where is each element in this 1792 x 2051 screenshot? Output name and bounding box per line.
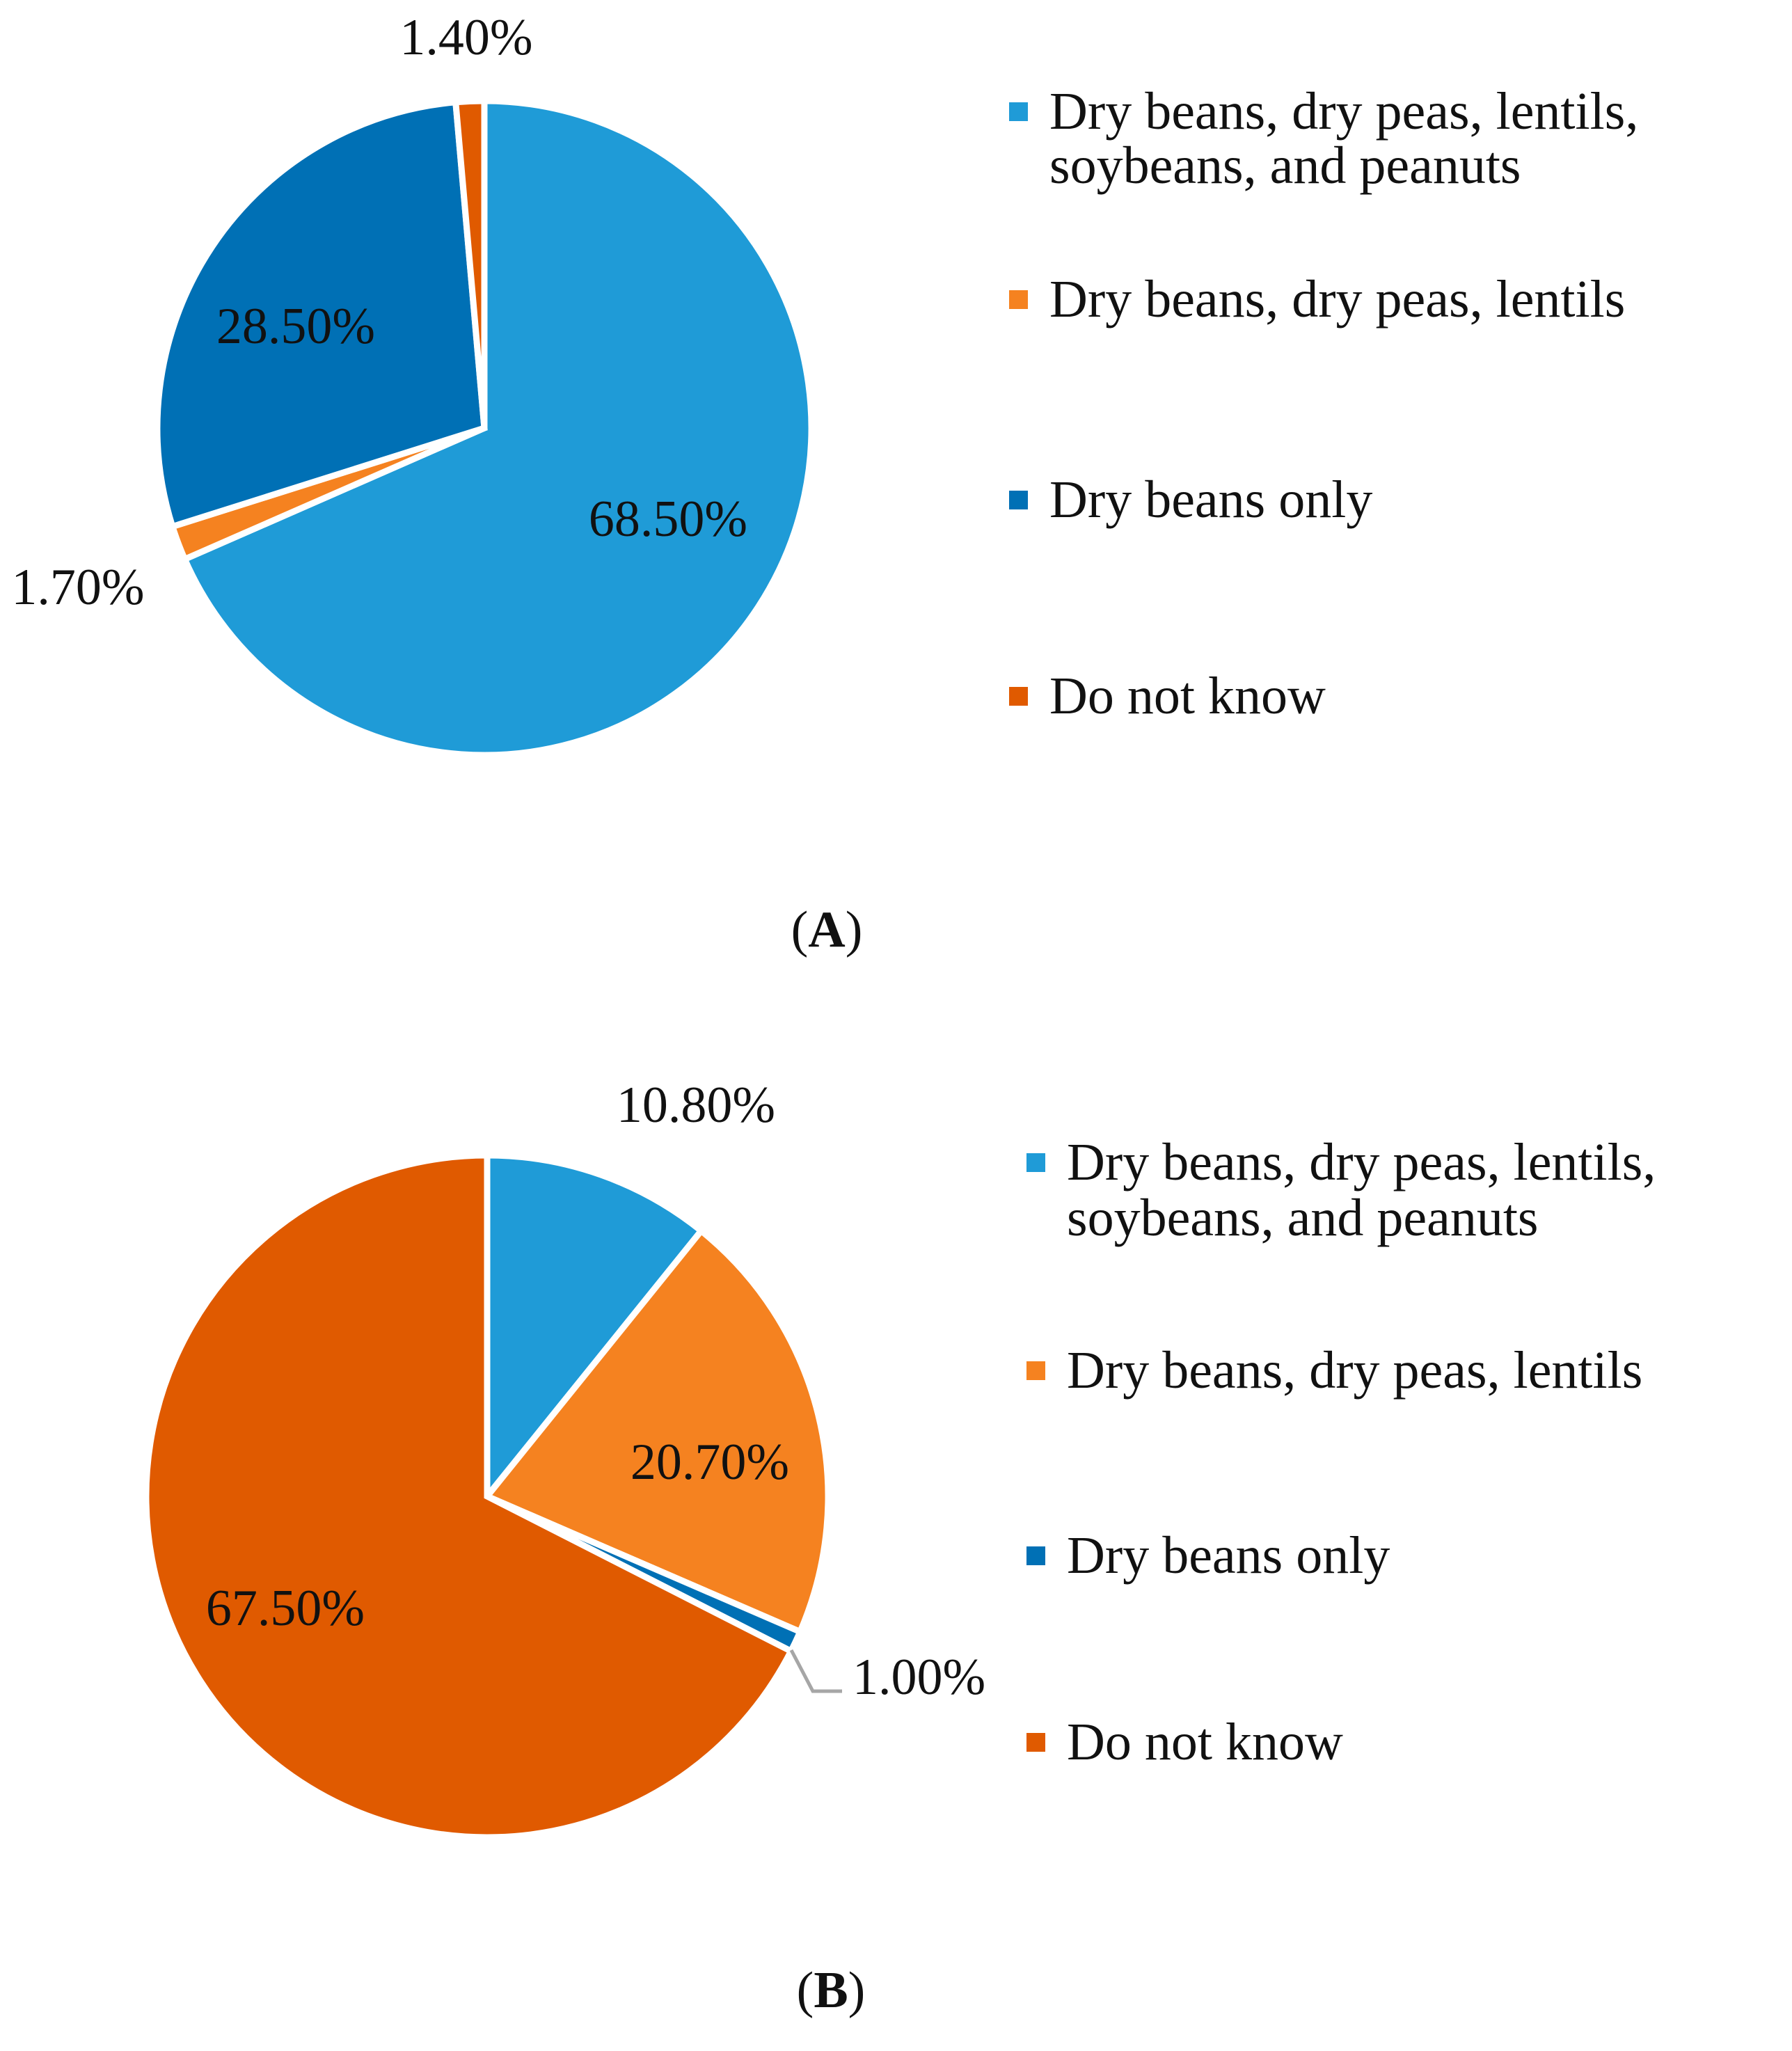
legend-label-b-1-line-2: soybeans, and peanuts <box>1067 1189 1539 1247</box>
data-label-a-3: 28.50% <box>216 298 375 355</box>
legend-b: Dry beans, dry peas, lentils,soybeans, a… <box>1026 1133 1656 1771</box>
legend-label-b-4: Do not know <box>1067 1713 1343 1771</box>
panel-label-b: (B) <box>797 1962 866 2019</box>
legend-label-a-4: Do not know <box>1049 667 1326 725</box>
legend-label-a-3: Dry beans only <box>1049 470 1372 529</box>
legend-swatch-b-4 <box>1026 1733 1045 1752</box>
pie-chart-a: 68.50% 1.70% 28.50% 1.40% <box>11 9 815 759</box>
data-label-a-2: 1.70% <box>11 559 144 616</box>
panel-label-a: (A) <box>791 901 863 958</box>
pie-slice-a-3 <box>154 98 488 531</box>
legend-swatch-a-2 <box>1009 290 1028 309</box>
legend-swatch-b-3 <box>1026 1546 1045 1565</box>
legend-label-a-1-line-1: Dry beans, dry peas, lentils, <box>1049 82 1638 141</box>
data-label-b-2: 20.70% <box>631 1434 789 1491</box>
legend-label-a-2: Dry beans, dry peas, lentils <box>1049 270 1625 328</box>
legend-a: Dry beans, dry peas, lentils,soybeans, a… <box>1009 82 1638 725</box>
pie-slice-b-1 <box>484 1152 706 1505</box>
data-label-a-1: 68.50% <box>589 491 747 548</box>
legend-label-b-3: Dry beans only <box>1067 1526 1390 1585</box>
pie-slice-a-4 <box>452 97 488 429</box>
legend-swatch-a-4 <box>1009 687 1028 706</box>
legend-label-b-1-line-1: Dry beans, dry peas, lentils, <box>1067 1133 1656 1191</box>
pie-slice-a-1 <box>180 97 815 759</box>
pie-chart-b: 10.80% 20.70% 1.00% 67.50% <box>143 1077 985 1841</box>
data-label-b-1: 10.80% <box>617 1077 775 1134</box>
data-label-b-4: 67.50% <box>206 1580 365 1637</box>
legend-label-a-1-line-2: soybeans, and peanuts <box>1049 136 1521 195</box>
legend-swatch-b-2 <box>1026 1361 1045 1380</box>
leader-line-b-3 <box>789 1649 842 1693</box>
pie-slice-b-4 <box>143 1152 795 1841</box>
data-label-a-4: 1.40% <box>399 9 532 66</box>
legend-swatch-b-1 <box>1026 1153 1045 1172</box>
data-label-b-3: 1.00% <box>853 1649 985 1706</box>
legend-swatch-a-1 <box>1009 102 1028 121</box>
legend-swatch-a-3 <box>1009 491 1028 509</box>
legend-label-b-2: Dry beans, dry peas, lentils <box>1067 1341 1642 1400</box>
